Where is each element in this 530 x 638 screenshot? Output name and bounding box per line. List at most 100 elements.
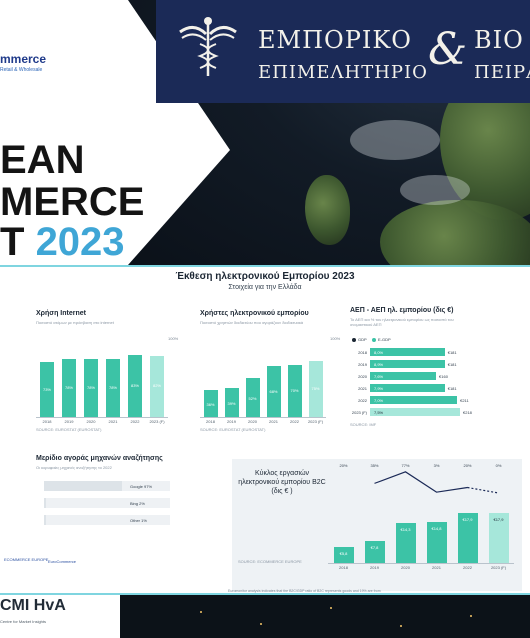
b2c-bar (488, 513, 509, 563)
chamber-right-line1: ΒΙΟ (474, 26, 524, 54)
chart-x-tick: 2022 (130, 419, 140, 424)
chart-bar-label: 78% (108, 384, 117, 390)
b2c-x-tick: 2019 (370, 565, 379, 570)
report-title-line3: T 2023 (0, 220, 125, 264)
b2c-bar-label: €17,9 (462, 517, 473, 522)
gdp-value-label: €160 (439, 374, 448, 379)
chart-bar-label: 75% (311, 386, 320, 392)
cloud (400, 175, 470, 205)
chart-x-tick: 2019 (227, 419, 236, 424)
gdp-value-label: €181 (447, 350, 457, 355)
ecom-users-top-label: 100% (330, 336, 341, 341)
egdp-value-label: 7,6% (374, 374, 384, 379)
chamber-name-line1: ΕΜΠΟΡΙΚΟ (258, 26, 412, 54)
chart-x-tick: 2019 (64, 419, 74, 424)
chamber-right-line2: ΠΕΙΡΑ (474, 62, 530, 83)
b2c-bar-label: €14,8 (431, 525, 442, 531)
chart-x-tick: 2020 (248, 419, 257, 424)
gdp-bar (370, 372, 437, 380)
b2c-x-tick: 2021 (432, 565, 441, 570)
b2c-baseline (328, 563, 514, 564)
report-title-line1: EAN (0, 138, 85, 182)
b2c-x-tick: 2023 (F) (490, 565, 507, 570)
chart-bar-label: 70% (290, 388, 299, 394)
b2c-title-line2: ηλεκτρονικού εμπορίου B2C (238, 479, 326, 486)
city-light (200, 611, 202, 613)
gdp-value-label: €211 (460, 398, 469, 403)
b2c-growth-label: 77% (401, 463, 410, 468)
chart-bar (128, 354, 142, 417)
b2c-title-line1: Κύκλος εργασιών (254, 470, 310, 477)
search-row-bar (44, 515, 46, 525)
b2c-bar (457, 513, 478, 563)
report-year: 2023 (35, 220, 125, 264)
gdp-source: SOURCE: IMF (350, 422, 377, 427)
chart-bar-label: 78% (64, 384, 73, 390)
b2c-bar-label: €17,9 (493, 517, 504, 522)
city-light (330, 607, 332, 609)
land-britain (305, 175, 350, 245)
chamber-ampersand: & (428, 24, 468, 75)
chart-bar (62, 358, 76, 417)
chart-baseline (200, 417, 326, 418)
b2c-growth-label: 20% (463, 463, 472, 468)
chamber-banner (156, 0, 530, 103)
chart-x-tick: 2018 (42, 419, 52, 424)
internet-source: SOURCE: EUROSTAT (EUROSTAT) (36, 427, 102, 432)
report-title-line2: MERCE (0, 180, 145, 224)
top-banner: ΕΜΠΟΡΙΚΟ ΕΠΙΜΕΛΗΤΗΡΙΟ & ΒΙΟ ΠΕΙΡΑ mmerce… (0, 0, 530, 265)
gdp-bar (370, 348, 445, 356)
b2c-bar-label: €7,8 (370, 545, 379, 551)
report-card: Έκθεση ηλεκτρονικού Εμπορίου 2023 Στοιχε… (0, 265, 530, 595)
land-europe (380, 200, 530, 265)
b2c-title-line3: (δις € ) (271, 488, 293, 495)
chart-bar (106, 358, 120, 417)
partner-ecommerce-europe-logo: ECOMMERCE EUROPE (4, 557, 49, 562)
chart-baseline (36, 417, 168, 418)
chart-bar (266, 366, 281, 417)
b2c-x-tick: 2020 (401, 565, 410, 570)
report-title: Έκθεση ηλεκτρονικού Εμπορίου 2023 (175, 271, 355, 282)
egdp-value-label: 7,5% (374, 410, 384, 415)
b2c-bar-label: €14,3 (400, 527, 411, 533)
chamber-name-line2: ΕΠΙΜΕΛΗΤΗΡΙΟ (258, 62, 428, 83)
chart-x-tick: 2023 (F) (307, 419, 324, 424)
legend-gdp: GDP (358, 337, 367, 342)
chart-bar (308, 360, 323, 417)
gdp-chart-title: ΑΕΠ - ΑΕΠ ηλ. εμπορίου (δις €) (350, 307, 454, 314)
gdp-year-label: 2021 (358, 386, 367, 391)
b2c-bar (333, 546, 354, 563)
b2c-bar (426, 521, 447, 563)
night-earth-background (120, 595, 530, 638)
gdp-value-label: €218 (463, 410, 472, 415)
ecom-users-source: SOURCE: EUROSTAT (EUROSTAT) (200, 427, 266, 432)
search-row-track (44, 498, 170, 508)
report-footnote: Euromonitor analysis indicates that the … (228, 589, 381, 593)
chart-bar-label: 83% (130, 382, 139, 388)
b2c-panel: Κύκλος εργασιών ηλεκτρονικού εμπορίου B2… (232, 459, 522, 591)
gdp-bar (370, 408, 460, 416)
gdp-chart-note-1: Το ΑΕΠ και % του ηλεκτρονικού εμπορίου ω… (350, 317, 454, 322)
chart-x-tick: 2023 (F) (149, 419, 165, 424)
internet-top-label: 100% (168, 336, 179, 341)
chart-x-tick: 2021 (108, 419, 118, 424)
chart-x-tick: 2021 (269, 419, 278, 424)
ecom-users-chart-note: Ποσοστό χρηστών διαδικτύου που αγοράζουν… (200, 320, 304, 325)
search-row-bar (44, 481, 122, 491)
search-engine-label: Bing 2% (130, 501, 145, 506)
city-light (400, 625, 402, 627)
gdp-value-label: €181 (447, 386, 457, 391)
ecom-users-chart-title: Χρήστες ηλεκτρονικού εμπορίου (200, 310, 309, 317)
b2c-bar (395, 523, 416, 563)
b2c-bar (364, 541, 385, 563)
b2c-growth-label: 3% (433, 463, 440, 468)
b2c-growth-label: 0% (495, 463, 502, 468)
partner-eurocommerce-logo: EuroCommerce (48, 559, 77, 564)
ecommerce-europe-logo: mmerce (0, 52, 47, 66)
internet-chart-title: Χρήση Internet (36, 310, 86, 317)
chart-bar (287, 364, 302, 417)
chart-x-tick: 2022 (290, 419, 299, 424)
chart-bar-label: 82% (152, 383, 161, 389)
ecommerce-europe-logo-sub: Retail & Wholesale (0, 67, 43, 73)
gdp-bar (370, 360, 445, 368)
